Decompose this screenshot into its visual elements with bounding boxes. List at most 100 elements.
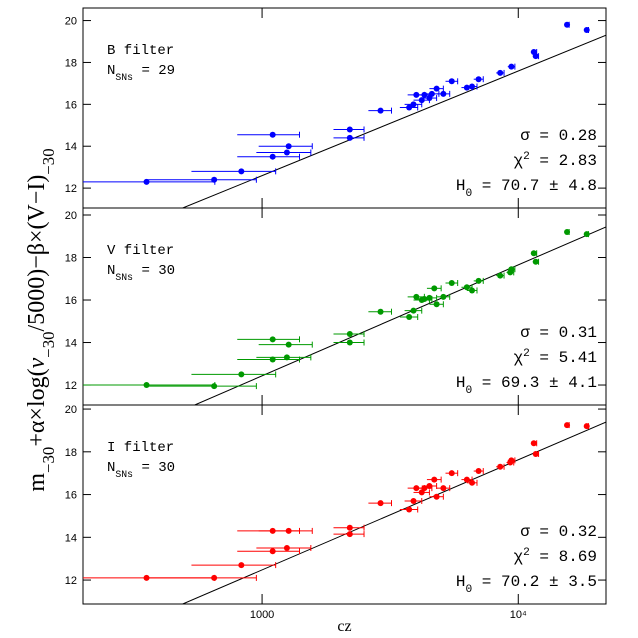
y-tick-label: 16 <box>65 490 77 502</box>
fit-stat: χ2 = 5.41 <box>513 348 597 367</box>
point <box>448 78 455 85</box>
text-part: I filter <box>107 440 174 456</box>
text-part: N <box>107 63 115 79</box>
text-part: SNs <box>115 469 133 480</box>
point <box>532 258 539 265</box>
y-tick-label: 14 <box>65 532 77 544</box>
point <box>508 63 515 70</box>
panel-label: V filter <box>107 243 174 259</box>
point <box>475 277 482 284</box>
text-part: 2 <box>523 151 530 163</box>
y-tick-label: 12 <box>65 380 77 392</box>
point <box>530 250 537 257</box>
point <box>421 295 428 302</box>
text-part: v <box>24 357 50 368</box>
panel-frame <box>82 404 607 605</box>
plot-area <box>83 21 606 208</box>
text-part: = 8.69 <box>530 548 597 566</box>
point <box>269 336 276 343</box>
point <box>406 506 413 513</box>
point <box>440 485 447 492</box>
text-part: χ <box>513 548 523 566</box>
point <box>426 483 433 490</box>
point <box>497 272 504 279</box>
text-part: N <box>107 263 115 279</box>
text-part: −30 <box>39 148 58 174</box>
point <box>428 90 435 97</box>
point <box>421 485 428 492</box>
x-axis-label: cz <box>337 618 351 635</box>
point <box>269 356 276 363</box>
text-part: −30 <box>39 447 58 473</box>
text-part: = 5.41 <box>530 349 597 367</box>
point <box>410 101 417 108</box>
point <box>583 231 590 238</box>
panel-label: B filter <box>107 43 174 59</box>
point <box>410 497 417 504</box>
text-part: = 30 <box>133 460 175 476</box>
point <box>463 284 470 291</box>
fit-stat: χ2 = 8.69 <box>513 547 597 566</box>
point <box>431 476 438 483</box>
text-part: = 2.83 <box>530 152 597 170</box>
text-part: H <box>456 177 466 195</box>
y-tick-label: 18 <box>65 253 77 265</box>
y-tick-label: 20 <box>65 16 77 28</box>
text-part: m <box>24 473 50 492</box>
y-axis-label: m−30+α×log(v−30/5000)−β×(V−I)−30 <box>24 148 58 491</box>
point <box>283 149 290 156</box>
panel-label: NSNs = 30 <box>107 263 175 283</box>
panel-label: NSNs = 29 <box>107 63 175 83</box>
text-part: σ = 0.32 <box>520 523 597 541</box>
text-part: −30 <box>39 331 58 357</box>
y-tick-label: 18 <box>65 57 77 69</box>
point <box>564 229 571 236</box>
point <box>143 178 150 185</box>
panel-label: NSNs = 30 <box>107 460 175 480</box>
point <box>285 143 292 150</box>
point <box>497 69 504 76</box>
point <box>413 293 420 300</box>
point <box>508 266 515 273</box>
y-tick-label: 12 <box>65 183 77 195</box>
point <box>283 544 290 551</box>
text-part: N <box>107 460 115 476</box>
text-part: χ <box>513 349 523 367</box>
point <box>269 548 276 555</box>
text-part: = 29 <box>133 63 175 79</box>
point <box>469 287 476 294</box>
text-part: SNs <box>115 272 133 283</box>
point <box>238 562 245 569</box>
fit-stat: σ = 0.32 <box>520 523 597 541</box>
point <box>440 293 447 300</box>
point <box>377 107 384 114</box>
x-tick-label: 1000 <box>250 609 274 621</box>
point <box>431 285 438 292</box>
point <box>377 500 384 507</box>
fit-stat: H0 = 70.7 ± 4.8 <box>456 177 597 200</box>
fit-stat: H0 = 70.2 ± 3.5 <box>456 573 597 596</box>
point <box>433 493 440 500</box>
point <box>463 476 470 483</box>
text-part: V filter <box>107 243 174 259</box>
point <box>421 91 428 98</box>
text-part: σ = 0.28 <box>520 127 597 145</box>
point <box>377 308 384 315</box>
point <box>448 470 455 477</box>
point <box>406 314 413 321</box>
point <box>410 307 417 314</box>
text-part: /5000)−β×(V−I) <box>24 175 50 332</box>
point <box>285 341 292 348</box>
point <box>269 131 276 138</box>
text-part: χ <box>513 152 523 170</box>
y-tick-label: 12 <box>65 575 77 587</box>
text-part: 0 <box>465 188 472 200</box>
y-tick-label: 20 <box>65 210 77 222</box>
text-part: = 30 <box>133 263 175 279</box>
text-part: = 70.2 ± 3.5 <box>472 573 597 591</box>
point <box>564 422 571 429</box>
plot-area <box>83 421 606 604</box>
